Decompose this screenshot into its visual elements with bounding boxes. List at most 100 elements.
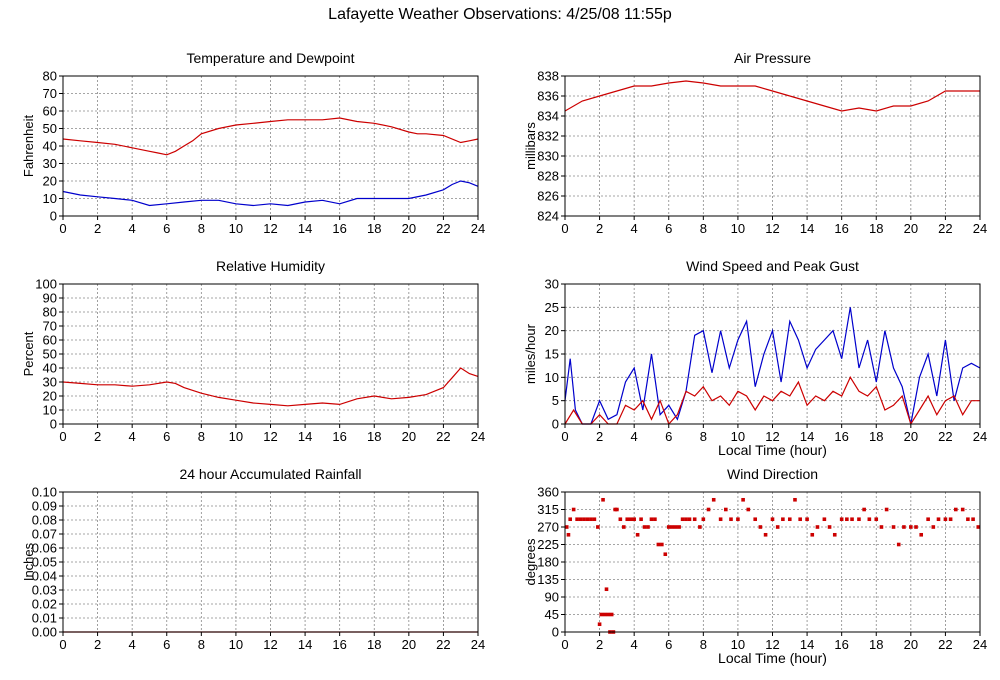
data-point (971, 517, 975, 522)
y-tick-label: 50 (43, 121, 57, 136)
y-tick-label: 80 (43, 305, 57, 320)
x-tick-label: 10 (229, 429, 243, 444)
data-point (758, 525, 763, 529)
data-point (609, 612, 614, 617)
x-tick-label: 0 (561, 429, 568, 444)
x-tick-label: 2 (596, 429, 603, 444)
data-point (770, 517, 775, 522)
x-tick-label: 12 (263, 429, 277, 444)
y-tick-label: 0.01 (32, 611, 57, 626)
y-tick-label: 0 (552, 417, 559, 432)
x-tick-label: 20 (904, 221, 918, 236)
x-tick-label: 18 (367, 221, 381, 236)
y-tick-label: 0 (50, 209, 57, 224)
y-tick-label: 0.02 (32, 597, 57, 612)
y-tick-label: 0.05 (32, 555, 57, 570)
x-tick-label: 16 (332, 429, 346, 444)
data-point (741, 497, 745, 502)
data-point (919, 532, 924, 537)
data-point (787, 517, 792, 522)
x-tick-label: 8 (198, 221, 205, 236)
y-tick-label: 10 (43, 191, 57, 206)
data-point (850, 517, 854, 522)
x-tick-label: 24 (973, 429, 987, 444)
x-tick-label: 6 (665, 221, 672, 236)
data-point (606, 612, 611, 617)
y-tick-label: 40 (43, 361, 57, 376)
y-tick-label: 0.03 (32, 583, 57, 598)
data-point (601, 497, 605, 502)
data-point (810, 532, 815, 537)
y-tick-label: 180 (537, 555, 559, 570)
x-tick-label: 2 (596, 221, 603, 236)
data-point (746, 507, 751, 512)
data-point (874, 517, 879, 522)
x-tick-label: 16 (332, 221, 346, 236)
y-tick-label: 360 (537, 485, 559, 500)
series-line-0 (62, 367, 479, 407)
data-point (578, 517, 583, 522)
chart-title: Wind Speed and Peak Gust (686, 258, 859, 274)
x-tick-label: 4 (631, 429, 638, 444)
data-point (775, 525, 780, 529)
data-point (839, 517, 844, 522)
chart-title: Air Pressure (734, 50, 811, 66)
y-tick-label: 270 (537, 520, 559, 535)
data-point (677, 525, 681, 529)
data-point (822, 517, 827, 522)
data-point (931, 525, 936, 529)
x-tick-label: 10 (229, 637, 243, 652)
x-tick-label: 2 (94, 429, 101, 444)
data-point (673, 525, 678, 529)
x-tick-label: 6 (665, 637, 672, 652)
x-tick-label: 6 (665, 429, 672, 444)
data-point (753, 517, 758, 522)
y-tick-label: 0.00 (32, 625, 57, 640)
y-tick-label: 826 (537, 189, 559, 204)
data-point (564, 525, 569, 529)
x-tick-label: 16 (332, 637, 346, 652)
x-tick-label: 6 (163, 429, 170, 444)
data-point (793, 497, 797, 502)
y-tick-label: 315 (537, 502, 559, 517)
data-point (571, 507, 576, 512)
x-tick-label: 12 (765, 221, 779, 236)
y-axis-label: millibars (523, 122, 538, 170)
data-point (599, 612, 604, 617)
data-point (653, 517, 657, 522)
page-title: Lafayette Weather Observations: 4/25/08 … (328, 6, 672, 23)
y-tick-label: 40 (43, 139, 57, 154)
x-tick-label: 2 (94, 637, 101, 652)
y-tick-label: 0.08 (32, 513, 57, 528)
x-tick-label: 2 (596, 637, 603, 652)
y-tick-label: 824 (537, 209, 559, 224)
x-tick-label: 22 (436, 429, 450, 444)
x-tick-label: 24 (471, 637, 485, 652)
data-point (914, 525, 918, 529)
y-tick-label: 0.07 (32, 527, 57, 542)
y-tick-label: 832 (537, 129, 559, 144)
x-tick-label: 18 (869, 637, 883, 652)
x-tick-label: 6 (163, 637, 170, 652)
x-tick-label: 8 (700, 429, 707, 444)
y-tick-label: 60 (43, 104, 57, 119)
data-point (862, 507, 866, 512)
data-point (926, 517, 930, 522)
data-point (568, 517, 572, 522)
x-tick-label: 14 (800, 429, 814, 444)
data-point (798, 517, 802, 522)
x-tick-label: 14 (298, 221, 312, 236)
chart-title: Relative Humidity (216, 258, 325, 274)
y-tick-label: 830 (537, 149, 559, 164)
data-point (604, 587, 609, 592)
data-point (575, 517, 579, 522)
data-point (936, 517, 941, 522)
y-tick-label: 70 (43, 319, 57, 334)
data-point (666, 525, 671, 529)
x-tick-label: 16 (834, 429, 848, 444)
y-tick-label: 828 (537, 169, 559, 184)
x-tick-label: 14 (298, 429, 312, 444)
